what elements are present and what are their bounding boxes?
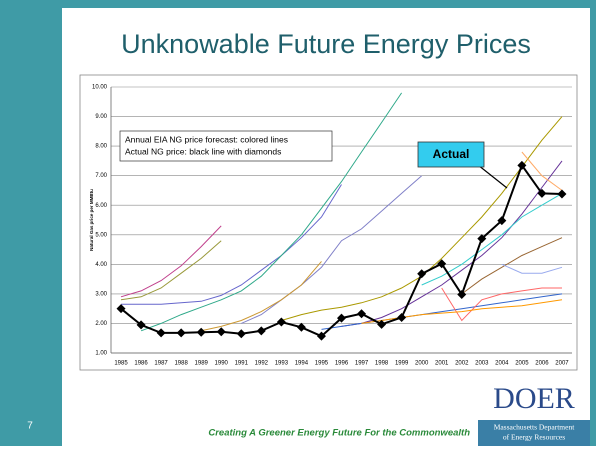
diamond-marker [417, 269, 427, 279]
diamond-marker [537, 188, 547, 198]
diamond-marker [116, 304, 126, 314]
x-tick-label: 1996 [335, 361, 349, 367]
y-tick-label: 8.00 [95, 144, 107, 150]
series-line [441, 287, 562, 322]
diamond-marker [256, 326, 266, 336]
annotation: Annual EIA NG price forecast: colored li… [125, 134, 288, 144]
series-line [120, 240, 222, 301]
series-line [461, 237, 563, 295]
logo-line: Massachusetts Department [494, 423, 576, 432]
y-tick-label: 2.00 [95, 321, 107, 327]
y-axis-label: Natural Gas price per MMBtu [89, 189, 94, 251]
series-line [121, 184, 342, 305]
annotation: Actual NG price: black line with diamond… [125, 146, 281, 156]
x-tick-label: 2002 [455, 361, 469, 367]
x-tick-label: 1992 [255, 361, 269, 367]
diamond-marker [276, 317, 286, 327]
diamond-marker [216, 327, 226, 337]
y-tick-label: 3.00 [95, 291, 107, 297]
diamond-marker [316, 331, 326, 341]
callout-arrow [477, 164, 508, 189]
plot: 1.00 2.00 3.00 4.00 5.00 6.00 7.00 8.00 9.00 10.0… [89, 85, 572, 367]
y-tick-label: 7.00 [95, 173, 107, 179]
series-line [361, 299, 563, 324]
diamond-marker [457, 289, 467, 299]
x-tick-label: 1993 [275, 361, 289, 367]
diamond-marker [397, 313, 407, 323]
slide-title: Unknowable Future Energy Prices [121, 29, 531, 59]
diamond-marker [497, 216, 507, 226]
x-tick-label: 1995 [315, 361, 329, 367]
diamond-marker [156, 328, 166, 338]
logo-text: DOER [493, 382, 575, 415]
x-tick-label: 1999 [395, 361, 409, 367]
chart-frame [79, 74, 578, 371]
diamond-marker [296, 322, 306, 332]
diamond-marker [357, 309, 367, 319]
diamond-marker [517, 160, 527, 170]
x-tick-label: 1985 [114, 361, 128, 367]
logo-line: of Energy Resources [503, 433, 565, 442]
x-tick-label: 2007 [555, 361, 569, 367]
series-line [120, 225, 222, 298]
y-tick-label: 10.00 [92, 85, 108, 91]
tagline: Creating A Greener Energy Future For the… [208, 428, 470, 439]
y-tick-label: 9.00 [95, 114, 107, 120]
x-tick-label: 1998 [375, 361, 389, 367]
diamond-marker [437, 259, 447, 269]
y-tick-label: 6.00 [95, 203, 107, 209]
x-tick-label: 2006 [535, 361, 549, 367]
series-line [201, 261, 322, 332]
y-tick-label: 4.00 [95, 262, 107, 268]
callout-label: Actual [433, 147, 470, 161]
x-tick-label: 1990 [215, 361, 229, 367]
y-tick-label: 5.00 [95, 232, 107, 238]
x-tick-label: 2004 [495, 361, 509, 367]
diamond-marker [176, 328, 186, 338]
callout-box [417, 141, 485, 168]
series-line [501, 263, 563, 274]
series-line [521, 151, 563, 191]
x-tick-label: 1987 [154, 361, 168, 367]
x-tick-label: 2001 [435, 361, 449, 367]
x-tick-label: 1988 [174, 361, 188, 367]
x-tick-label: 2005 [515, 361, 529, 367]
series-line [140, 92, 403, 332]
series-line [421, 192, 563, 286]
diamond-marker [557, 189, 567, 199]
y-tick-label: 1.00 [95, 351, 107, 357]
series-line [241, 175, 423, 324]
x-tick-label: 1994 [295, 361, 309, 367]
diamond-marker [337, 313, 346, 323]
x-tick-label: 1997 [355, 361, 369, 367]
page-number: 7 [27, 421, 33, 432]
diamond-marker [236, 329, 246, 339]
x-tick-label: 1989 [195, 361, 209, 367]
annotation-box [119, 130, 333, 162]
diamond-marker [136, 320, 146, 330]
diamond-marker [377, 319, 387, 329]
diamond-marker [196, 327, 206, 337]
diamond-marker [477, 234, 487, 244]
x-tick-label: 1986 [134, 361, 148, 367]
x-tick-label: 2000 [415, 361, 429, 367]
x-tick-label: 2003 [475, 361, 489, 367]
logo-band [478, 420, 590, 446]
x-tick-label: 1991 [235, 361, 249, 367]
